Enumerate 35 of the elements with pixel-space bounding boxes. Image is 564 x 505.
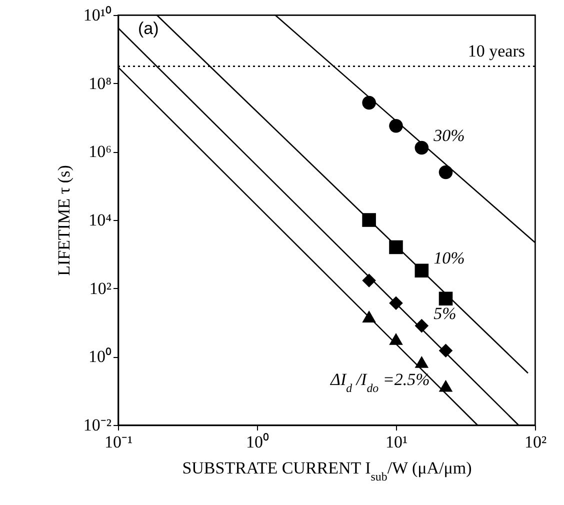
point — [414, 264, 429, 278]
annotation: (a) — [138, 19, 159, 38]
series-label: 5% — [434, 304, 456, 323]
point — [438, 165, 453, 180]
x-tick-label: 10¹ — [385, 432, 408, 452]
point — [414, 356, 429, 368]
point — [389, 332, 403, 345]
y-tick-label: 10² — [89, 278, 112, 298]
x-tick-label: 10² — [524, 432, 547, 452]
point — [438, 292, 453, 306]
point — [389, 240, 403, 254]
point — [414, 318, 429, 333]
point — [438, 380, 453, 392]
point — [389, 118, 403, 133]
y-axis-title: LIFETIME τ (s) — [54, 165, 74, 276]
series-label: 10% — [434, 248, 465, 268]
point — [414, 140, 429, 155]
point — [362, 213, 376, 227]
point — [438, 344, 453, 358]
y-tick-label: 10⁰ — [88, 347, 112, 366]
x-tick-label: 10⁻¹ — [104, 432, 133, 452]
point — [362, 310, 376, 322]
x-tick-label: 10⁰ — [246, 432, 269, 452]
series-label: 30% — [432, 126, 465, 145]
series-label: ΔI$_{d}$ /I$_{do}$ =2.5% — [329, 370, 430, 395]
x-axis-title: SUBSTRATE CURRENT I$_{sub}$/W (μA/μm) — [182, 458, 472, 484]
y-tick-label: 10⁻² — [83, 416, 112, 434]
ref-line-label: 10 years — [468, 41, 525, 60]
point — [362, 274, 376, 288]
y-tick-label: 10¹⁰ — [83, 6, 112, 24]
point — [389, 296, 403, 310]
y-tick-label: 10⁶ — [88, 142, 112, 162]
y-tick-label: 10⁸ — [88, 74, 112, 93]
point — [362, 96, 376, 110]
y-tick-label: 10⁴ — [88, 210, 112, 230]
